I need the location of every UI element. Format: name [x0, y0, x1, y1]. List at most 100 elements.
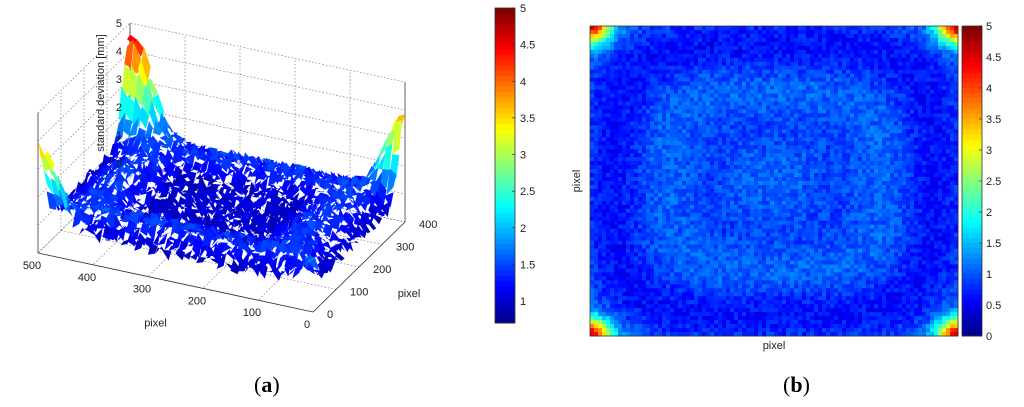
surface-cell [226, 213, 237, 221]
surface-cell [207, 214, 217, 222]
heatmap-cell [842, 45, 847, 51]
surface-cell [210, 164, 220, 176]
heatmap-cell [746, 173, 751, 178]
heatmap-cell [930, 101, 935, 106]
heatmap-cell [862, 57, 867, 63]
heatmap-cell [682, 53, 687, 59]
heatmap-cell [778, 49, 783, 55]
surface-cell [142, 217, 153, 227]
heatmap-cell [766, 157, 771, 162]
heatmap-cell [638, 49, 643, 55]
heatmap-cell [910, 65, 915, 71]
heatmap-cell [678, 101, 683, 106]
surface-cell [299, 184, 310, 197]
heatmap-cell [926, 97, 931, 102]
surface-cell [328, 180, 339, 184]
surface-cell [149, 153, 160, 166]
heatmap-cell [838, 117, 843, 122]
colorbar-a-tick-label: 3.5 [520, 113, 535, 125]
surface-cell [254, 171, 264, 186]
heatmap-cell [626, 61, 631, 67]
heatmap-cell [942, 105, 947, 110]
heatmap-cell [746, 137, 751, 142]
x-axis-line [37, 252, 314, 313]
heatmap-cell [594, 141, 599, 146]
heatmap-cell [726, 133, 731, 138]
heatmap-cell [670, 109, 675, 114]
surface-cell [375, 152, 386, 170]
heatmap-cell [846, 141, 851, 146]
heatmap-cell [938, 81, 943, 87]
heatmap-cell [622, 177, 627, 182]
heatmap-cell [882, 177, 887, 182]
heatmap-cell [842, 157, 847, 162]
heatmap-cell [902, 69, 907, 75]
surface-cell [329, 230, 340, 241]
heatmap-cell [934, 49, 939, 55]
heatmap-cell [698, 53, 703, 59]
heatmap-cell [594, 77, 599, 83]
heatmap-cell [914, 125, 919, 130]
heatmap-cell [746, 49, 751, 55]
heatmap-cell [622, 29, 627, 35]
heatmap-cell [770, 101, 775, 106]
heatmap-cell [938, 169, 943, 174]
heatmap-cell [882, 57, 887, 63]
heatmap-cell [862, 26, 867, 31]
heatmap-cell [678, 113, 683, 118]
surface-cell [88, 175, 98, 183]
heatmap-cell [774, 141, 779, 146]
surface-cell [225, 237, 236, 245]
heatmap-cell [602, 133, 607, 138]
heatmap-cell [622, 65, 627, 71]
heatmap-cell [734, 129, 739, 134]
heatmap-cell [714, 77, 719, 83]
heatmap-cell [650, 105, 655, 110]
heatmap-cell [922, 53, 927, 59]
heatmap-cell [618, 29, 623, 35]
heatmap-cell [850, 29, 855, 35]
heatmap-cell [874, 101, 879, 106]
heatmap-cell [646, 81, 651, 87]
heatmap-cell [950, 145, 955, 150]
heatmap-cell [870, 117, 875, 122]
heatmap-cell [782, 113, 787, 118]
heatmap-cell [590, 141, 595, 146]
heatmap-cell [786, 53, 791, 59]
heatmap-cell [722, 77, 727, 83]
heatmap-cell [778, 173, 783, 178]
heatmap-cell [890, 29, 895, 35]
surface-cell [187, 222, 197, 231]
heatmap-cell [806, 85, 811, 90]
heatmap-cell [818, 161, 823, 166]
heatmap-cell [734, 133, 739, 138]
heatmap-cell [746, 105, 751, 110]
heatmap-cell [722, 137, 727, 142]
heatmap-cell [922, 137, 927, 142]
heatmap-cell [706, 169, 711, 174]
surface-cell [229, 164, 240, 173]
surface-cell [276, 189, 286, 196]
heatmap-cell [878, 26, 883, 31]
heatmap-cell [702, 65, 707, 71]
heatmap-cell [946, 173, 951, 178]
surface-cell [227, 221, 238, 227]
heatmap-cell [606, 53, 611, 59]
surface-cell [214, 202, 225, 210]
heatmap-cell [822, 145, 827, 150]
heatmap-cell [694, 117, 699, 122]
surface-cell [182, 190, 192, 197]
heatmap-cell [710, 89, 715, 94]
heatmap-cell [758, 177, 763, 182]
heatmap-cell [838, 73, 843, 79]
heatmap-cell [950, 169, 955, 174]
heatmap-cell [746, 69, 751, 75]
heatmap-cell [590, 97, 595, 102]
surface-cell [283, 162, 294, 172]
heatmap-cell [686, 145, 691, 150]
heatmap-cell [938, 49, 943, 55]
heatmap-cell [830, 133, 835, 138]
heatmap-cell [918, 109, 923, 114]
heatmap-cell [670, 153, 675, 158]
heatmap-cell [658, 33, 663, 39]
